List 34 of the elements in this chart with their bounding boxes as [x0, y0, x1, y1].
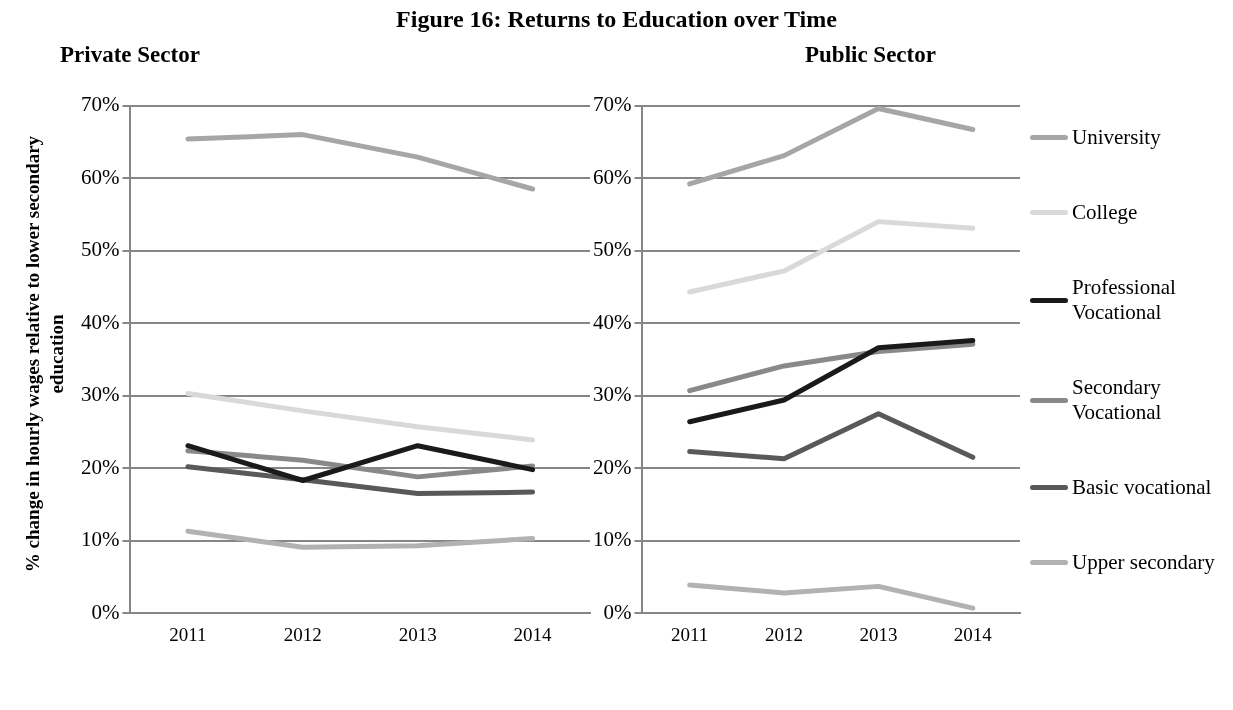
- x-tick-label: 2014: [953, 623, 993, 645]
- chart-title: Figure 16: Returns to Education over Time: [395, 6, 838, 33]
- x-tick-label: 2012: [283, 623, 322, 645]
- y-tick-label: 20%: [80, 454, 120, 479]
- y-tick-label: 60%: [592, 164, 632, 189]
- y-tick-label: 0%: [603, 599, 632, 624]
- y-tick-label: 10%: [592, 527, 632, 552]
- y-tick-label: 20%: [592, 454, 632, 479]
- y-tick-label: 40%: [592, 309, 632, 334]
- chart-subtitle: Public Sector: [805, 42, 936, 68]
- legend-label: Upper secondary: [1072, 550, 1216, 575]
- y-tick-label: 10%: [80, 527, 120, 552]
- y-tick-label: 50%: [592, 237, 632, 262]
- y-tick-label: 60%: [80, 164, 120, 189]
- legend-label: Secondary Vocational: [1072, 375, 1163, 425]
- legend-label: University: [1072, 125, 1162, 150]
- y-tick-label: 70%: [592, 92, 632, 117]
- legend-label: Professional Vocational: [1072, 275, 1177, 325]
- chart-subtitle: Private Sector: [60, 42, 200, 68]
- y-axis-title: % change in hourly wages relative to lower secondary education: [21, 134, 68, 575]
- x-tick-label: 2013: [398, 623, 437, 645]
- x-tick-label: 2011: [671, 623, 709, 645]
- y-tick-label: 0%: [91, 599, 120, 624]
- legend-label: College: [1072, 200, 1139, 225]
- y-tick-label: 30%: [80, 382, 120, 407]
- y-tick-label: 30%: [592, 382, 632, 407]
- y-tick-label: 70%: [80, 92, 120, 117]
- legend-label: Basic vocational: [1072, 475, 1213, 500]
- x-tick-label: 2013: [859, 623, 898, 645]
- x-tick-label: 2014: [513, 623, 553, 645]
- y-tick-label: 50%: [80, 237, 120, 262]
- y-tick-label: 40%: [80, 309, 120, 334]
- x-tick-label: 2011: [169, 623, 207, 645]
- x-tick-label: 2012: [765, 623, 804, 645]
